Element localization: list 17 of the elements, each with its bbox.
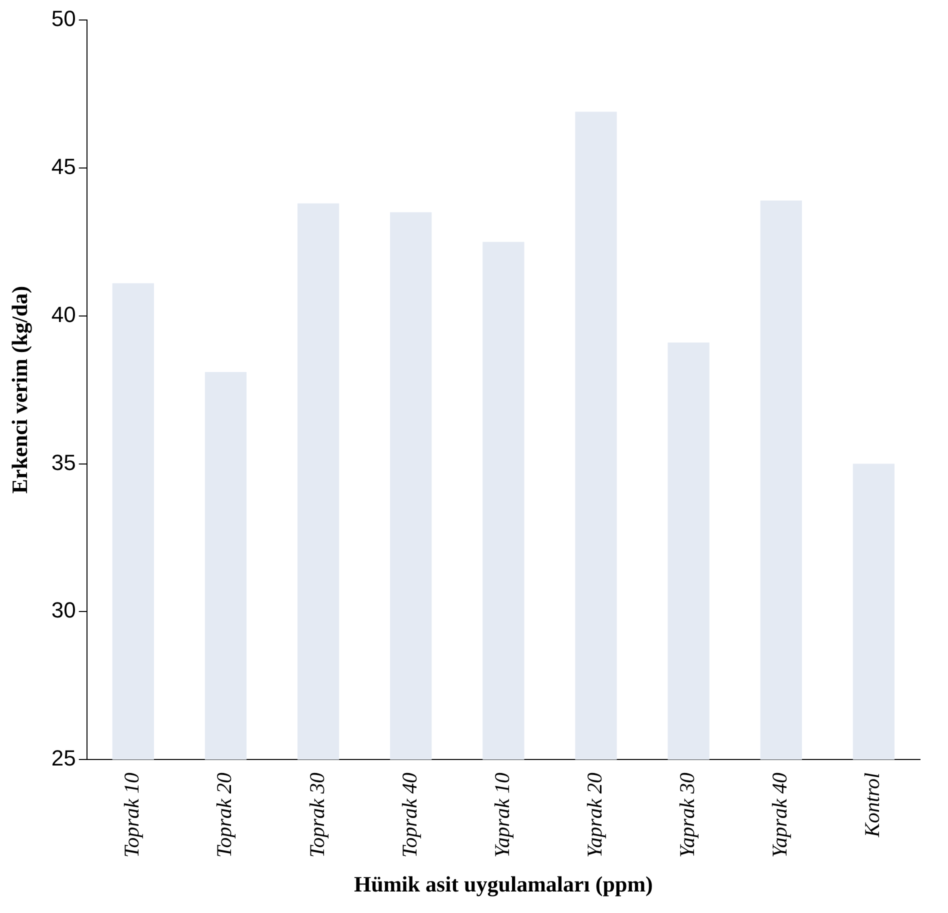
y-tick-label: 35 bbox=[51, 450, 76, 475]
y-tick-label: 50 bbox=[51, 6, 76, 32]
x-tick-label: Kontrol bbox=[860, 772, 884, 838]
y-axis-title: Erkenci verim (kg/da) bbox=[6, 286, 32, 494]
x-tick-label: Toprak 10 bbox=[120, 772, 144, 858]
x-tick-label: Yaprak 40 bbox=[768, 772, 792, 858]
x-axis-title: Hümik asit uygulamaları (ppm) bbox=[354, 871, 653, 896]
x-tick-label: Toprak 20 bbox=[212, 772, 236, 858]
y-tick-label: 45 bbox=[51, 154, 76, 179]
x-tick-label: Toprak 40 bbox=[397, 772, 422, 858]
x-tick-label: Yaprak 10 bbox=[490, 772, 514, 858]
x-tick-label: Toprak 30 bbox=[304, 772, 329, 858]
y-tick-label: 30 bbox=[51, 598, 76, 623]
y-tick-label: 40 bbox=[51, 302, 76, 327]
x-tick-label: Yaprak 20 bbox=[582, 772, 607, 858]
x-tick-label: Yaprak 30 bbox=[675, 772, 700, 858]
y-tick-label: 25 bbox=[51, 746, 76, 771]
